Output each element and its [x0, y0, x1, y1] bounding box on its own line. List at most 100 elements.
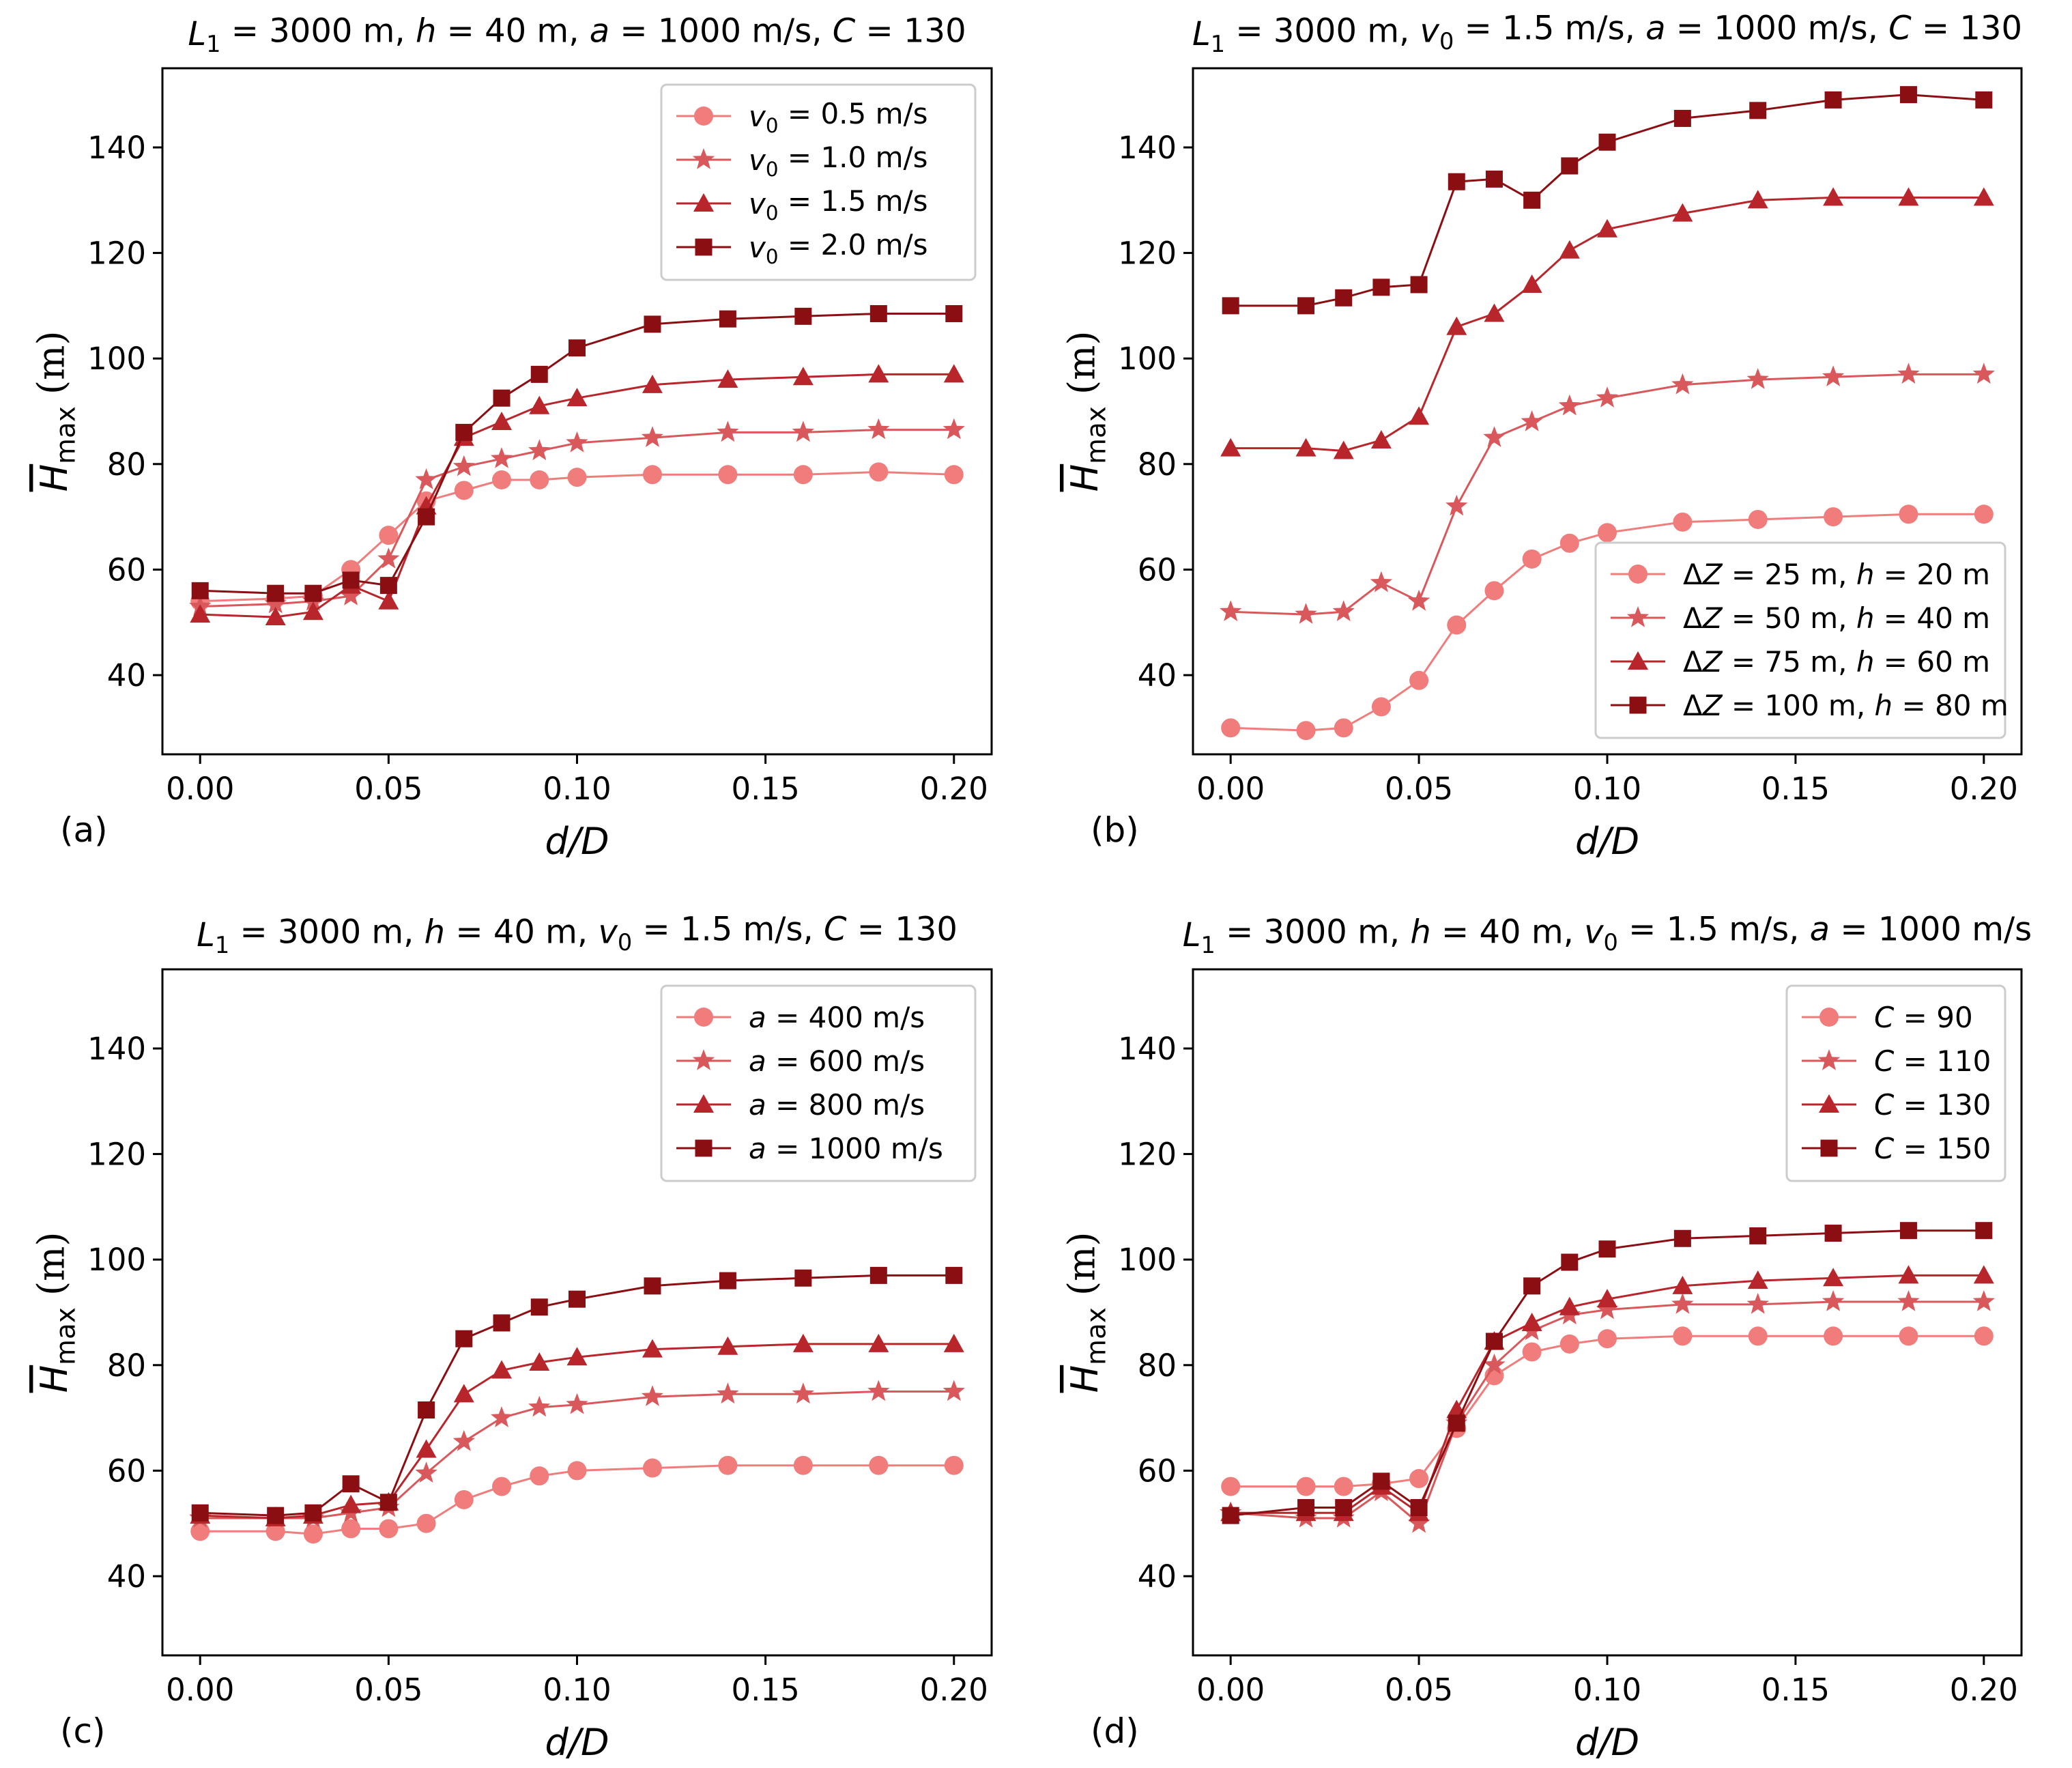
data-point — [1523, 191, 1541, 209]
series-star — [1220, 1290, 1995, 1533]
legend-marker — [1628, 651, 1648, 670]
series-circle — [1221, 1326, 1994, 1496]
data-point — [492, 1477, 512, 1496]
data-point — [415, 468, 437, 489]
data-point — [1899, 1326, 1918, 1346]
data-point — [868, 1333, 889, 1352]
data-point — [1975, 91, 1993, 109]
y-axis-label: Hmax (m) — [29, 331, 81, 492]
series-square — [1222, 1222, 1993, 1524]
x-tick-label: 0.15 — [1761, 1672, 1830, 1708]
legend-label: C = 110 — [1874, 1044, 1991, 1078]
data-point — [1334, 1477, 1353, 1496]
x-tick-label: 0.00 — [166, 771, 234, 807]
data-point — [418, 1401, 435, 1419]
data-point — [719, 310, 736, 328]
data-point — [1673, 109, 1691, 127]
data-point — [415, 1462, 437, 1483]
series-triangle — [190, 1333, 964, 1526]
data-point — [455, 423, 473, 441]
data-point — [341, 1519, 361, 1539]
data-point — [1522, 1342, 1542, 1362]
data-point — [1522, 549, 1542, 569]
y-tick-label: 40 — [1138, 657, 1177, 694]
data-point — [641, 426, 664, 447]
data-point — [492, 470, 512, 489]
series-square — [191, 1266, 963, 1524]
legend-box — [1594, 541, 2006, 739]
data-point — [1409, 670, 1429, 690]
x-tick-label: 0.00 — [1196, 771, 1265, 807]
data-point — [644, 315, 661, 333]
data-point — [418, 508, 435, 526]
data-point — [1521, 274, 1542, 293]
data-point — [793, 465, 813, 485]
data-point — [1221, 718, 1241, 738]
data-point — [1521, 1312, 1542, 1331]
y-tick-label: 60 — [107, 1453, 146, 1489]
data-point — [1974, 504, 1994, 524]
legend-marker — [1817, 1049, 1841, 1070]
data-point — [1596, 386, 1619, 408]
data-point — [379, 1494, 397, 1511]
data-point — [454, 1489, 474, 1509]
legend-label: ΔZ = 100 m, h = 80 m — [1683, 689, 2009, 722]
data-point — [1671, 373, 1694, 395]
data-point — [945, 1266, 963, 1284]
chart-title: L1 = 3000 m, h = 40 m, v0 = 1.5 m/s, C =… — [197, 910, 958, 958]
y-tick-label: 120 — [1118, 1137, 1177, 1173]
data-point — [1822, 365, 1845, 386]
data-point — [1410, 276, 1428, 294]
data-point — [1749, 1227, 1767, 1244]
legend: ΔZ = 25 m, h = 20 m ΔZ = 50 m, h = 40 m ΔZ… — [1594, 541, 2009, 739]
data-point — [528, 1395, 551, 1417]
x-tick-label: 0.00 — [1196, 1672, 1265, 1708]
legend-box — [1785, 984, 2006, 1182]
data-point — [1561, 1253, 1579, 1271]
data-point — [191, 1504, 209, 1522]
y-tick-label: 100 — [1118, 341, 1177, 377]
series-star — [1220, 362, 1995, 624]
legend-marker — [692, 1049, 715, 1070]
y-tick-label: 140 — [1118, 1031, 1177, 1067]
y-tick-label: 40 — [107, 657, 146, 694]
series-line — [200, 429, 954, 608]
x-tick-label: 0.10 — [1573, 771, 1641, 807]
data-point — [454, 481, 474, 500]
series-line — [1231, 1229, 1984, 1517]
data-point — [530, 470, 549, 489]
x-tick-label: 0.10 — [543, 1672, 611, 1708]
y-tick-label: 120 — [87, 1137, 146, 1173]
data-point — [1559, 1296, 1580, 1315]
data-point — [717, 369, 738, 388]
data-point — [1372, 279, 1390, 296]
data-point — [342, 1475, 360, 1493]
data-point — [1598, 133, 1616, 151]
data-point — [792, 1333, 814, 1352]
data-point — [793, 1455, 813, 1475]
chart-title: L1 = 3000 m, h = 40 m, a = 1000 m/s, C =… — [188, 12, 966, 57]
series-circle — [1221, 504, 1994, 741]
data-point — [1558, 394, 1581, 416]
data-point — [945, 304, 963, 322]
data-point — [1370, 571, 1393, 593]
y-tick-label: 80 — [107, 1348, 146, 1384]
data-point — [1335, 289, 1353, 306]
legend: C = 90 C = 110 C = 130 C = 150 — [1785, 984, 2006, 1182]
legend-marker — [694, 1008, 713, 1027]
legend-marker — [1629, 696, 1647, 714]
data-point — [566, 431, 588, 453]
chart-title: L1 = 3000 m, v0 = 1.5 m/s, a = 1000 m/s,… — [1192, 9, 2022, 57]
data-point — [1296, 721, 1316, 741]
data-point — [868, 364, 889, 383]
data-point — [303, 1524, 323, 1544]
legend-marker — [694, 106, 713, 126]
data-point — [490, 447, 513, 468]
data-point — [1220, 438, 1241, 457]
data-point — [1598, 1329, 1617, 1349]
data-point — [191, 582, 209, 599]
data-point — [1671, 1292, 1694, 1314]
data-point — [569, 1290, 586, 1308]
series-star — [189, 1380, 965, 1528]
x-tick-label: 0.10 — [543, 771, 611, 807]
